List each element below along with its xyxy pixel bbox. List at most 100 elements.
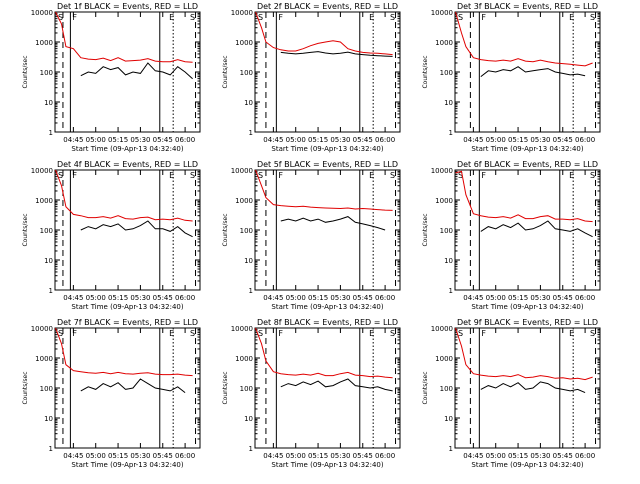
x-tick-label: 05:00 <box>486 294 506 302</box>
y-tick-label: 10000 <box>231 9 253 17</box>
series-events-line <box>80 378 186 393</box>
y-tick-label: 10000 <box>431 167 453 175</box>
phase-marker-S: S <box>190 329 195 338</box>
y-tick-label: 1000 <box>235 355 253 363</box>
chart-title: Det 9f BLACK = Events, RED = LLD <box>457 318 598 327</box>
y-axis-label: Counts/sec <box>22 371 29 404</box>
x-tick-label: 05:30 <box>330 136 350 144</box>
y-tick-label: 1000 <box>435 355 453 363</box>
series-events-line <box>80 62 193 80</box>
y-tick-label: 10000 <box>231 167 253 175</box>
x-axis-label: Start Time (09-Apr-13 04:32:40) <box>71 461 183 469</box>
x-tick-label: 04:45 <box>263 294 283 302</box>
x-tick-label: 05:15 <box>308 452 328 460</box>
y-tick-label: 10000 <box>431 9 453 17</box>
chart-title: Det 4f BLACK = Events, RED = LLD <box>57 160 198 169</box>
y-tick-label: 10 <box>444 415 453 423</box>
y-axis-label: Counts/sec <box>422 213 429 246</box>
series-lld-line <box>55 11 193 63</box>
series-lld-line <box>255 11 393 56</box>
y-tick-label: 100 <box>440 385 453 393</box>
x-axis-label: Start Time (09-Apr-13 04:32:40) <box>471 145 583 153</box>
phase-marker-S: S <box>258 171 263 180</box>
x-tick-label: 06:00 <box>575 452 595 460</box>
series-lld-line <box>255 327 393 379</box>
phase-marker-S: S <box>458 329 463 338</box>
plot-frame <box>454 327 601 449</box>
y-tick-label: 10 <box>44 257 53 265</box>
y-tick-label: 1 <box>49 129 53 137</box>
phase-marker-S: S <box>590 329 595 338</box>
y-tick-label: 1 <box>449 445 453 453</box>
phase-marker-S: S <box>258 13 263 22</box>
x-tick-label: 05:30 <box>330 452 350 460</box>
phase-marker-S: S <box>58 13 63 22</box>
phase-marker-S: S <box>390 13 395 22</box>
phase-marker-F: F <box>278 171 283 180</box>
x-tick-label: 05:00 <box>286 136 306 144</box>
y-tick-label: 100 <box>440 69 453 77</box>
x-axis-label: Start Time (09-Apr-13 04:32:40) <box>71 145 183 153</box>
x-tick-label: 04:45 <box>263 452 283 460</box>
phase-marker-F: F <box>481 13 486 22</box>
y-tick-label: 1 <box>249 445 253 453</box>
x-tick-label: 06:00 <box>375 136 395 144</box>
x-tick-label: 06:00 <box>175 294 195 302</box>
phase-marker-S: S <box>458 13 463 22</box>
y-axis-label: Counts/sec <box>222 55 229 88</box>
x-tick-label: 05:45 <box>553 452 573 460</box>
chart-title: Det 5f BLACK = Events, RED = LLD <box>257 160 398 169</box>
chart-panel-1: Det 1f BLACK = Events, RED = LLD 1 10 100 10… <box>22 2 201 153</box>
y-tick-label: 1000 <box>35 39 53 47</box>
y-tick-label: 100 <box>40 69 53 77</box>
x-tick-label: 05:15 <box>508 294 528 302</box>
x-tick-label: 05:45 <box>553 136 573 144</box>
phase-marker-E: E <box>569 171 574 180</box>
x-tick-label: 05:30 <box>130 136 150 144</box>
y-tick-label: 10000 <box>31 167 53 175</box>
x-tick-label: 05:45 <box>353 452 373 460</box>
x-tick-label: 05:00 <box>86 294 106 302</box>
chart-panel-3: Det 3f BLACK = Events, RED = LLD 1 10 100 10… <box>422 2 601 153</box>
x-axis-label: Start Time (09-Apr-13 04:32:40) <box>471 461 583 469</box>
series-lld-line <box>255 169 393 211</box>
phase-marker-F: F <box>72 13 77 22</box>
x-tick-label: 05:15 <box>508 136 528 144</box>
x-tick-label: 05:45 <box>353 294 373 302</box>
x-tick-label: 04:45 <box>463 294 483 302</box>
chart-panel-9: Det 9f BLACK = Events, RED = LLD 1 10 100 10… <box>422 318 601 469</box>
series-lld-line <box>455 170 593 223</box>
chart-panel-4: Det 4f BLACK = Events, RED = LLD 1 10 100 10… <box>22 160 201 311</box>
y-tick-label: 10 <box>244 99 253 107</box>
phase-marker-S: S <box>590 171 595 180</box>
y-axis-label: Counts/sec <box>222 371 229 404</box>
chart-title: Det 7f BLACK = Events, RED = LLD <box>57 318 198 327</box>
x-tick-label: 05:15 <box>108 452 128 460</box>
phase-marker-F: F <box>278 329 283 338</box>
y-tick-label: 10 <box>444 257 453 265</box>
phase-marker-E: E <box>569 13 574 22</box>
y-axis-label: Counts/sec <box>22 213 29 246</box>
x-tick-label: 05:30 <box>330 294 350 302</box>
phase-marker-S: S <box>190 171 195 180</box>
x-tick-label: 05:15 <box>108 136 128 144</box>
phase-marker-S: S <box>390 329 395 338</box>
x-axis-label: Start Time (09-Apr-13 04:32:40) <box>71 303 183 311</box>
series-lld-line <box>455 327 593 381</box>
x-tick-label: 05:30 <box>130 294 150 302</box>
y-tick-label: 10000 <box>31 325 53 333</box>
y-axis-label: Counts/sec <box>22 55 29 88</box>
x-tick-label: 04:45 <box>63 452 83 460</box>
y-tick-label: 10 <box>44 415 53 423</box>
x-tick-label: 05:15 <box>308 294 328 302</box>
x-tick-label: 04:45 <box>463 136 483 144</box>
y-tick-label: 1000 <box>435 39 453 47</box>
x-tick-label: 05:15 <box>508 452 528 460</box>
series-events-line <box>480 381 586 394</box>
x-tick-label: 05:00 <box>486 136 506 144</box>
x-axis-label: Start Time (09-Apr-13 04:32:40) <box>271 303 383 311</box>
y-tick-label: 1000 <box>235 39 253 47</box>
chart-panel-8: Det 8f BLACK = Events, RED = LLD 1 10 100 10… <box>222 318 401 469</box>
plot-frame <box>54 327 201 449</box>
